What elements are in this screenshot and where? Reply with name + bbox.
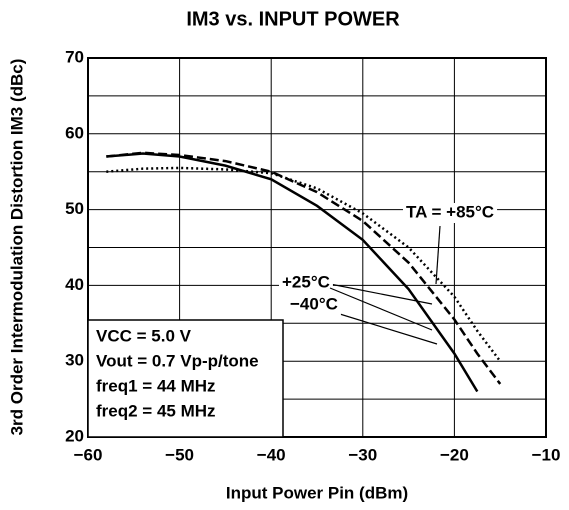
y-tick-label: 40: [65, 275, 84, 294]
y-tick-label: 60: [65, 123, 84, 142]
leader-line: [329, 310, 438, 345]
leader-line: [329, 283, 433, 305]
y-tick-label: 50: [65, 199, 84, 218]
x-tick-label: −10: [532, 445, 561, 464]
label-background: [287, 295, 341, 315]
x-axis-label: Input Power Pin (dBm): [226, 483, 408, 502]
x-tick-label: −40: [257, 445, 286, 464]
series-line: [106, 151, 502, 385]
series-line: [106, 166, 502, 362]
leader-line: [329, 287, 433, 331]
x-tick-label: −50: [165, 445, 194, 464]
chart-title: IM3 vs. INPUT POWER: [186, 8, 400, 30]
x-tick-label: −60: [74, 445, 103, 464]
annotation: freq2 = 45 MHz: [96, 401, 216, 420]
label-background: [403, 203, 498, 223]
legend-label: +25°C: [282, 272, 330, 291]
annotation: Vout = 0.7 Vp-p/tone: [96, 351, 259, 370]
y-axis-label: 3rd Order Intermodulation Distortion IM3…: [7, 59, 26, 436]
plot-frame: [87, 57, 547, 438]
y-tick-label: 70: [65, 47, 84, 66]
y-tick-label: 20: [65, 426, 84, 445]
annotation: freq1 = 44 MHz: [96, 376, 216, 395]
label-background: [279, 273, 333, 293]
x-tick-label: −20: [440, 445, 469, 464]
conditions-box: [87, 319, 284, 438]
y-tick-label: 30: [65, 351, 84, 370]
annotation: VCC = 5.0 V: [96, 326, 192, 345]
x-tick-label: −30: [348, 445, 377, 464]
leader-line: [435, 225, 441, 285]
legend-label: TA = +85°C: [406, 202, 494, 221]
legend-label: −40°C: [290, 294, 338, 313]
